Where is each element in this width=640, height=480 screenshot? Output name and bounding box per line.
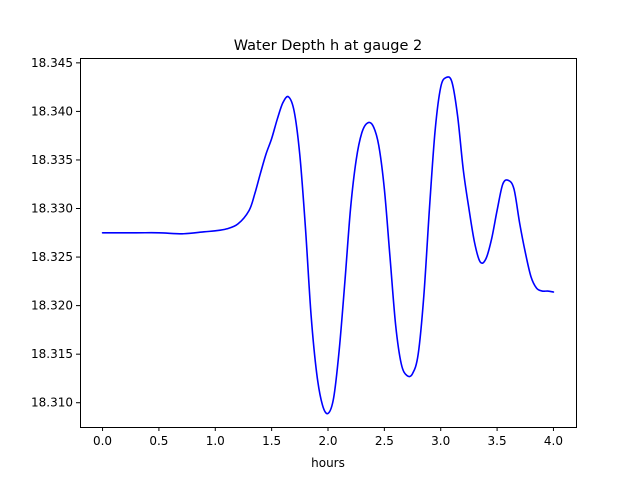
x-tick-label: 3.0 [431, 434, 450, 448]
y-tick-label: 18.345 [31, 56, 73, 70]
y-tick-label: 18.335 [31, 153, 73, 167]
y-tick-label: 18.315 [31, 347, 73, 361]
plot-frame [80, 58, 577, 428]
x-tick-label: 3.5 [488, 434, 507, 448]
x-tick-label: 0.0 [93, 434, 112, 448]
x-tick-label: 1.5 [262, 434, 281, 448]
x-tick-label: 4.0 [544, 434, 563, 448]
y-tick-label: 18.320 [31, 299, 73, 313]
y-tick-label: 18.330 [31, 202, 73, 216]
y-tick-label: 18.310 [31, 396, 73, 410]
x-tick-label: 2.5 [375, 434, 394, 448]
plot-area [101, 76, 555, 415]
series-line-0 [101, 76, 555, 415]
y-axis: 18.310 18.315 18.320 18.325 18.330 18.335 18.3… [31, 56, 80, 410]
chart-title: Water Depth h at gauge 2 [234, 38, 422, 54]
x-tick-label: 1.0 [206, 434, 225, 448]
x-tick-label: 0.5 [149, 434, 168, 448]
x-axis: 0.0 0.5 1.0 1.5 2.0 2.5 3.0 3.5 4.0 [93, 427, 563, 448]
x-axis-label: hours [311, 456, 345, 470]
y-tick-label: 18.325 [31, 250, 73, 264]
y-tick-label: 18.340 [31, 104, 73, 118]
x-tick-label: 2.0 [318, 434, 337, 448]
